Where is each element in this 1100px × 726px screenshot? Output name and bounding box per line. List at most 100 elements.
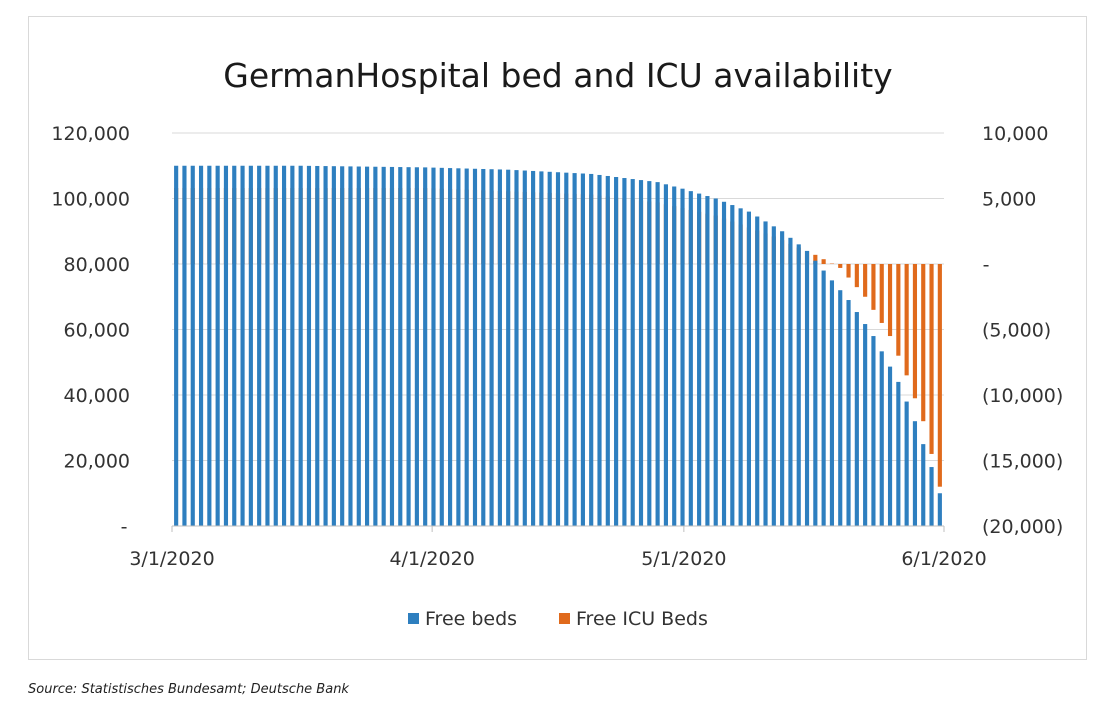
bar-free-beds [713,198,718,526]
bar-free-beds [423,167,428,526]
bar-free-beds [539,171,544,526]
bar-free-beds [365,166,370,526]
bar-free-beds [663,184,668,526]
bar-free-beds [207,165,212,526]
bar-free-beds [846,300,851,526]
bar-free-icu-beds [896,264,901,356]
bar-free-icu-beds [912,264,918,399]
bar-free-beds [198,165,204,526]
bar-free-beds [340,166,345,526]
bar-free-beds [481,168,486,526]
bar-free-beds [174,165,179,526]
bar-free-beds [190,165,195,526]
bar-free-beds [564,172,569,526]
bar-free-beds [813,260,818,526]
bar-free-beds [680,188,685,527]
bar-free-beds [514,170,519,526]
left-axis-ticks: - 20,000 40,000 60,000 80,000 100,000 120,000 [51,123,130,538]
bar-free-beds [829,280,835,526]
bar-free-beds [763,221,768,527]
bar-free-beds [746,211,751,526]
bar-free-beds [531,170,536,526]
bar-free-icu-beds [813,254,818,264]
bar-free-beds [672,186,677,526]
bar-free-icu-beds [871,264,876,310]
bar-free-icu-beds [879,264,884,323]
bar-free-icu-beds [904,264,909,376]
bar-free-beds [730,205,735,527]
bar-free-beds [472,168,478,526]
bar-free-beds [414,167,419,527]
bar-free-beds [871,336,876,526]
bar-free-beds [373,166,378,527]
source-note: Source: Statistisches Bundesamt; Deutsch… [28,682,349,697]
bar-free-beds [697,193,702,526]
bar-free-beds [788,237,793,527]
right-tick-label: - [983,254,990,276]
bar-free-beds [431,167,436,526]
bar-free-icu-beds [846,264,851,278]
bar-free-beds [265,165,270,526]
bar-free-beds [854,312,859,526]
bar-free-beds [456,168,461,526]
right-tick-label: 5,000 [982,189,1036,211]
bar-free-beds [572,173,577,526]
left-tick-label: 20,000 [64,451,130,473]
left-tick-label: 120,000 [51,123,130,145]
bar-free-beds [597,174,602,526]
bar-free-beds [555,172,561,526]
bar-free-beds [655,182,660,526]
bar-free-beds [439,167,444,526]
bar-free-beds [804,250,810,526]
bar-free-icu-beds [921,264,926,422]
bar-free-beds [215,165,220,526]
bar-free-beds [298,165,303,526]
bar-free-beds [248,165,253,526]
bar-free-beds [315,165,320,527]
bar-free-beds [887,366,893,526]
bar-free-beds [638,180,644,526]
bar-free-beds [331,166,336,527]
bar-free-beds [589,173,594,526]
bar-free-beds [580,173,585,526]
bar-free-beds [630,179,635,526]
legend-swatch-free-icu-beds [559,613,570,624]
bar-free-beds [506,169,511,526]
bar-free-beds [780,231,785,526]
left-tick-label: 40,000 [64,385,130,407]
bar-free-beds [522,170,527,526]
bar-free-beds [464,168,469,526]
bar-free-beds [863,324,868,526]
bar-free-beds [929,467,934,526]
bar-free-beds [448,168,453,526]
bar-free-beds [688,191,693,526]
bar-free-beds [489,169,494,526]
bar-free-beds [921,444,926,526]
legend: Free beds Free ICU Beds [408,608,708,630]
bar-free-beds [223,165,229,526]
bar-free-icu-beds [863,264,868,297]
bar-free-beds [796,244,801,526]
bar-free-beds [771,226,776,526]
bar-free-beds [356,166,361,526]
bar-free-beds [937,493,942,526]
bar-free-beds [323,166,328,526]
bar-free-icu-beds [929,264,934,454]
bar-free-beds [240,165,245,526]
bar-free-beds [605,175,610,526]
legend-swatch-free-beds [408,613,419,624]
x-axis-ticks: 3/1/2020 4/1/2020 5/1/2020 6/1/2020 [129,526,987,570]
x-tick-label: 6/1/2020 [901,548,986,570]
bar-free-beds [721,201,727,526]
bar-free-beds [381,166,386,526]
bar-free-beds [232,165,237,526]
right-tick-label: 10,000 [982,123,1048,145]
bar-free-beds [273,165,278,526]
bar-free-icu-beds [854,264,859,288]
bar-free-beds [257,165,262,526]
right-tick-label: (20,000) [982,516,1063,538]
right-tick-label: (10,000) [982,385,1063,407]
left-tick-label: - [121,516,128,538]
bar-free-beds [647,181,652,526]
bar-free-beds [879,351,884,526]
